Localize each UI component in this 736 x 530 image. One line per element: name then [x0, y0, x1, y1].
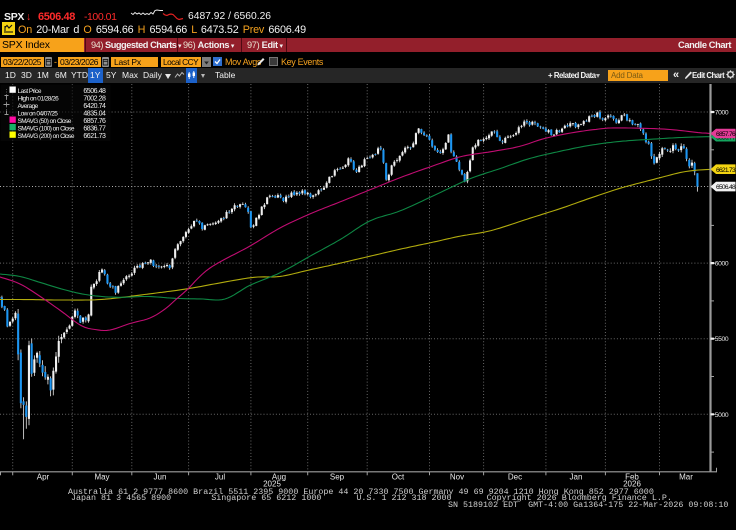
svg-text:5500: 5500	[715, 336, 729, 343]
svg-text:4835.04: 4835.04	[83, 110, 106, 117]
svg-text:6506.48: 6506.48	[83, 88, 106, 95]
svg-text:6857.76: 6857.76	[716, 131, 736, 138]
svg-text:Oct: Oct	[392, 473, 405, 482]
svg-text:SMAVG (200) on Close: SMAVG (200) on Close	[18, 133, 75, 140]
svg-text:Sep: Sep	[330, 473, 345, 482]
svg-text:Aug: Aug	[272, 473, 286, 482]
svg-text:6506.48: 6506.48	[716, 184, 736, 191]
svg-text:6420.74: 6420.74	[83, 103, 106, 110]
svg-text:6621.73: 6621.73	[83, 133, 106, 140]
svg-text:7000: 7000	[715, 110, 729, 117]
svg-text:SMAVG (100) on Close: SMAVG (100) on Close	[18, 125, 75, 132]
svg-text:May: May	[94, 473, 109, 482]
svg-text:2025: 2025	[263, 480, 281, 489]
svg-text:6836.77: 6836.77	[83, 125, 106, 132]
svg-text:6857.76: 6857.76	[83, 118, 106, 125]
svg-text:Jun: Jun	[154, 473, 167, 482]
svg-text:5000: 5000	[715, 412, 729, 419]
svg-text:Average: Average	[18, 103, 39, 110]
svg-text:Jan: Jan	[570, 473, 583, 482]
svg-text:7002.28: 7002.28	[83, 95, 106, 102]
svg-text:High on 01/28/26: High on 01/28/26	[18, 95, 60, 102]
svg-text:6000: 6000	[715, 261, 729, 268]
svg-text:Jul: Jul	[215, 473, 225, 482]
svg-text:Low on 04/07/25: Low on 04/07/25	[18, 110, 59, 117]
svg-text:2026: 2026	[623, 480, 641, 489]
svg-text:6621.73: 6621.73	[716, 167, 736, 174]
svg-text:Nov: Nov	[450, 473, 464, 482]
svg-text:Apr: Apr	[37, 473, 50, 482]
svg-text:Last Price: Last Price	[18, 88, 42, 95]
svg-text:SMAVG (50) on Close: SMAVG (50) on Close	[18, 118, 72, 125]
svg-text:Dec: Dec	[508, 473, 522, 482]
svg-text:Mar: Mar	[679, 473, 693, 482]
svg-text:Feb: Feb	[625, 473, 639, 482]
